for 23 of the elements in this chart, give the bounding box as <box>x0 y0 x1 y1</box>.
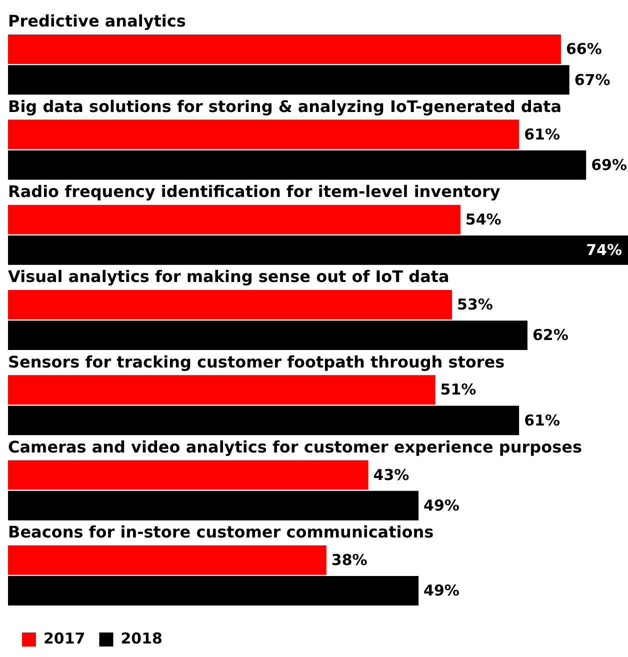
y-tick-label: Beacons for in-store customer communications <box>8 522 434 542</box>
data-label: 38% <box>331 550 368 569</box>
legend-label: 2018 <box>120 629 162 648</box>
legend-label: 2017 <box>44 629 86 648</box>
data-label: 49% <box>424 582 460 600</box>
y-tick-label: Sensors for tracking customer footpath through stores <box>8 352 505 372</box>
data-label: 43% <box>373 466 410 484</box>
y-tick-label: Predictive analytics <box>8 12 186 31</box>
y-tick-label: Visual analytics for making sense out of IoT data <box>8 267 450 286</box>
data-label: 69% <box>591 156 628 174</box>
data-label: 54% <box>465 210 502 228</box>
data-label: 67% <box>574 70 610 89</box>
y-tick-label: Radio frequency identification for item-level inventory <box>8 182 501 201</box>
data-label: 66% <box>566 40 602 58</box>
data-label: 53% <box>457 296 493 314</box>
data-label: 61% <box>524 125 560 144</box>
data-label: 51% <box>440 380 476 399</box>
y-tick-label: Big data solutions for storing & analyzing IoT-generated data <box>8 96 562 116</box>
data-label: 62% <box>532 326 568 344</box>
data-label: 74% <box>586 241 622 260</box>
y-tick-label: Cameras and video analytics for customer experience purposes <box>8 437 582 456</box>
data-label: 61% <box>524 411 560 430</box>
data-label: 49% <box>424 496 460 514</box>
